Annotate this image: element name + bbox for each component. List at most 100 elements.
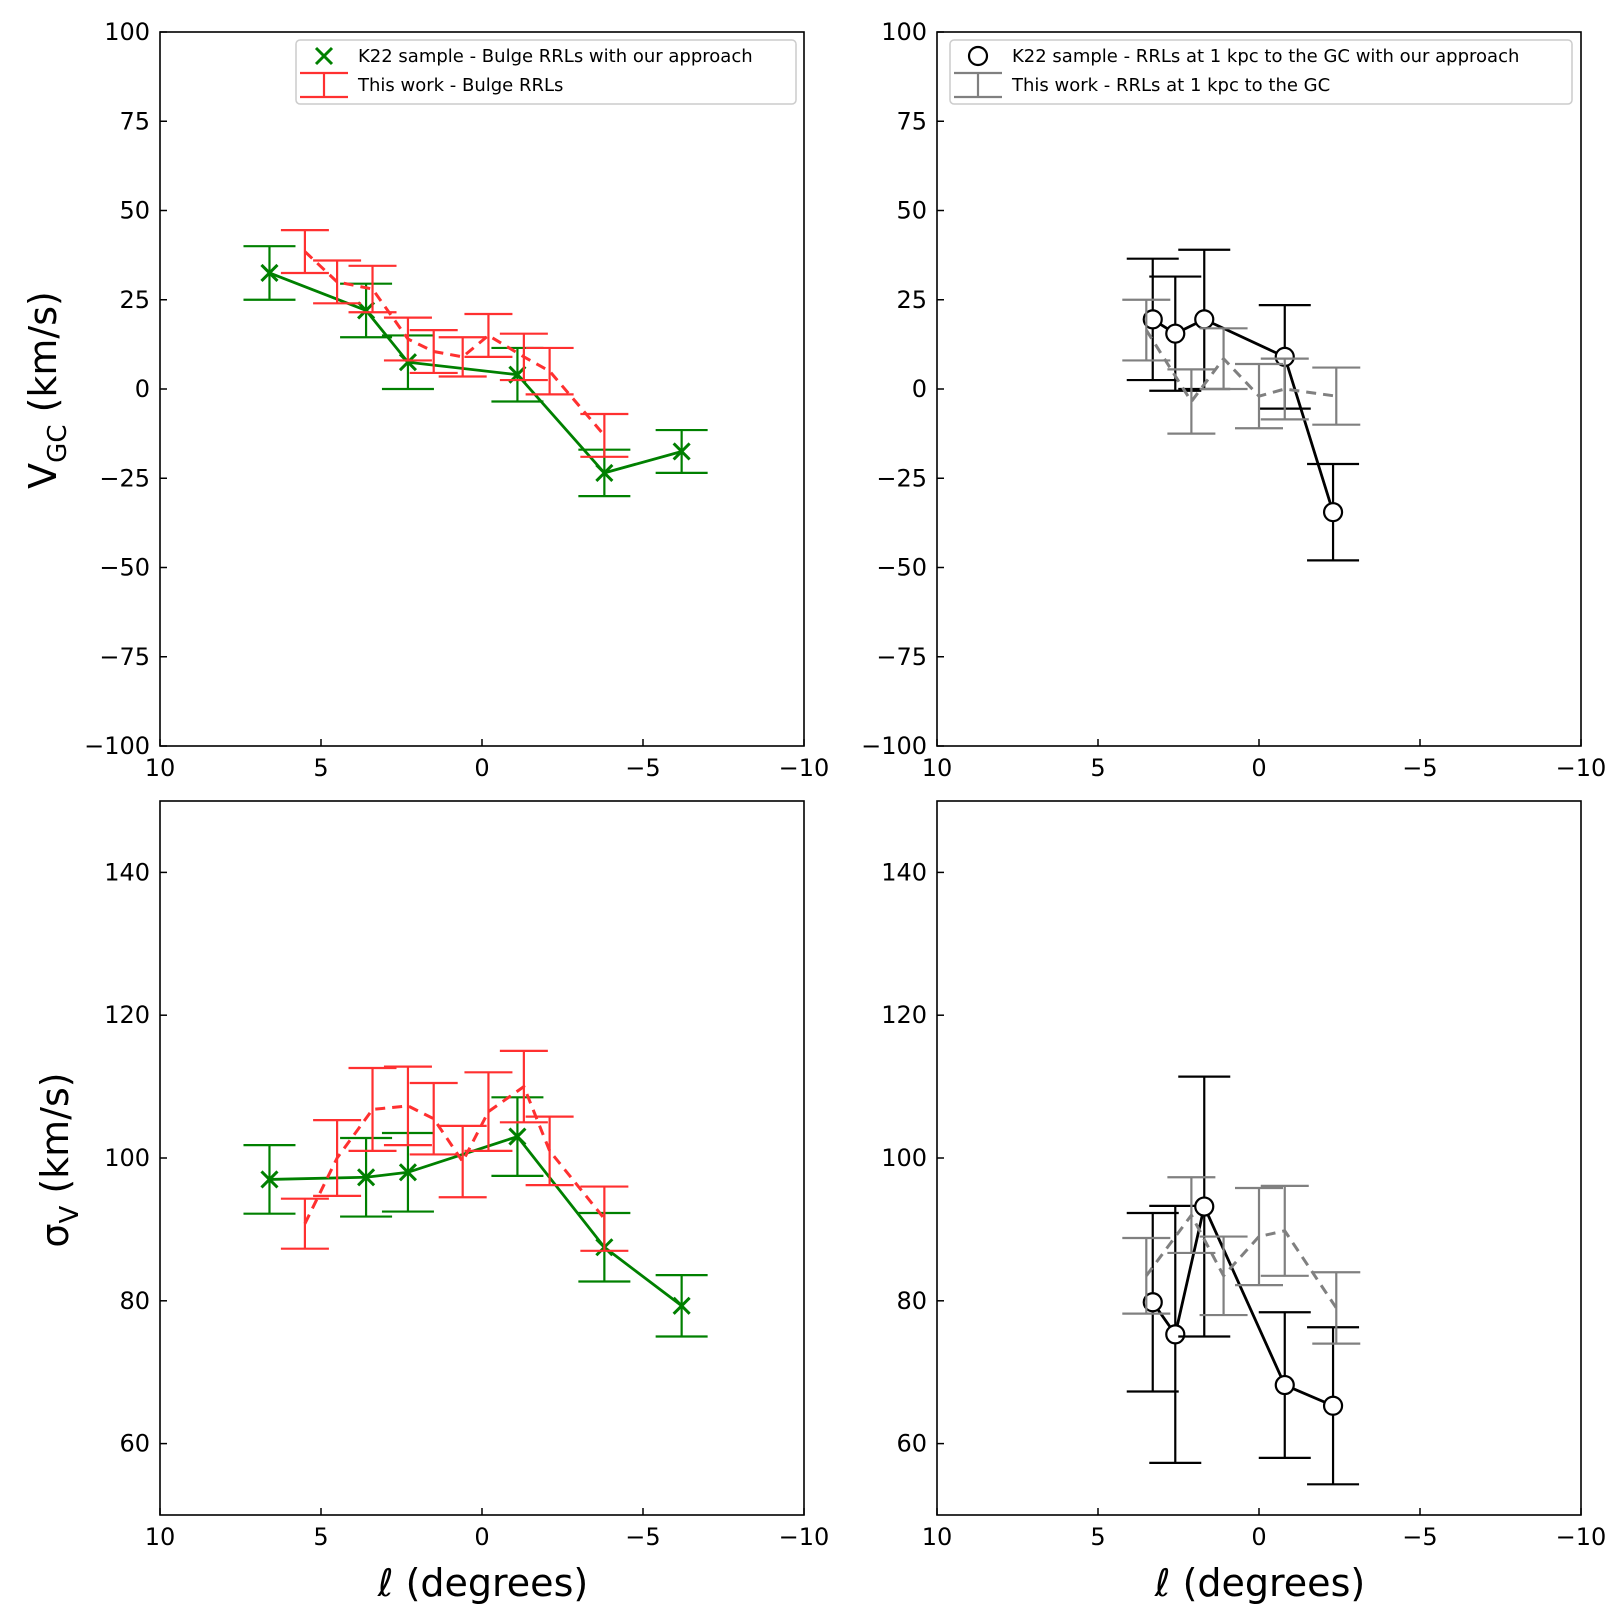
- y-tick-label: −100: [861, 732, 927, 760]
- x-tick-label: −10: [1556, 754, 1607, 782]
- data-point-b: [595, 463, 614, 482]
- y-label-bottom-main: σ: [33, 1224, 77, 1248]
- series-bottom-left-0: [243, 1096, 708, 1338]
- y-label-top-unit: (km/s): [21, 291, 65, 424]
- data-point-b: [357, 301, 376, 320]
- x-tick-label: 10: [145, 1523, 176, 1551]
- data-point-b: [672, 442, 691, 461]
- data-point-b: [260, 1170, 279, 1189]
- y-tick-label: 0: [912, 375, 927, 403]
- x-tick-label: −5: [1402, 754, 1437, 782]
- x-tick-label: −10: [779, 1523, 830, 1551]
- x-axis-label-left: ℓ (degrees): [377, 1561, 588, 1605]
- series-line: [303, 1084, 606, 1225]
- x-tick-label: 0: [1251, 754, 1266, 782]
- y-label-top-main: V: [21, 463, 65, 489]
- data-point: [1274, 1374, 1295, 1396]
- legend-box: [295, 39, 797, 105]
- y-tick-label: 120: [104, 1001, 150, 1029]
- series-bottom-right-1: [1122, 1176, 1361, 1345]
- y-tick-label: 25: [119, 286, 150, 314]
- data-point-b: [260, 263, 279, 283]
- series-line: [269, 1134, 683, 1307]
- x-tick-label: −5: [1402, 1523, 1437, 1551]
- series-bottom-left-1: [280, 1049, 629, 1252]
- y-axis-label-bottom: σV (km/s): [33, 1072, 85, 1247]
- legend-marker-b: [314, 46, 334, 66]
- series-line: [303, 250, 606, 437]
- y-tick-label: 75: [119, 107, 150, 135]
- y-tick-label: −25: [99, 464, 150, 492]
- x-tick-label: 10: [922, 754, 953, 782]
- data-point: [1322, 502, 1344, 523]
- data-point-b: [357, 1168, 376, 1187]
- series-top-right-0: [1126, 248, 1360, 562]
- y-tick-label: 50: [119, 197, 150, 225]
- legend-label: This work - RRLs at 1 kpc to the GC: [1011, 75, 1330, 96]
- series-bottom-right-0: [1126, 1075, 1360, 1486]
- y-tick-label: 100: [881, 18, 927, 46]
- y-tick-label: 50: [896, 197, 927, 225]
- x-tick-label: 0: [1251, 1523, 1266, 1551]
- plot-frame: [936, 31, 1582, 747]
- y-tick-label: 100: [881, 1144, 927, 1172]
- x-tick-label: 5: [313, 1523, 328, 1551]
- x-tick-label: 0: [474, 754, 489, 782]
- y-tick-label: 0: [135, 375, 150, 403]
- y-tick-label: −25: [876, 464, 927, 492]
- legend-top-right: K22 sample - RRLs at 1 kpc to the GC wit…: [949, 39, 1573, 105]
- y-tick-label: −75: [876, 643, 927, 671]
- legend-marker: [967, 45, 989, 67]
- legend-label: K22 sample - Bulge RRLs with our approac…: [358, 46, 753, 67]
- y-tick-label: 100: [104, 18, 150, 46]
- data-point: [1194, 309, 1215, 330]
- x-tick-label: −10: [1556, 1523, 1607, 1551]
- y-label-bottom-unit: (km/s): [33, 1072, 77, 1205]
- data-point: [1165, 323, 1186, 344]
- x-tick-label: 5: [1090, 754, 1105, 782]
- data-point: [1142, 309, 1163, 330]
- series-top-right-1: [1122, 298, 1361, 435]
- y-tick-label: 60: [896, 1430, 927, 1458]
- y-axis-label-top: VGC (km/s): [21, 291, 73, 489]
- x-tick-label: −5: [625, 1523, 660, 1551]
- x-tick-label: 5: [313, 754, 328, 782]
- series-line: [1151, 317, 1335, 513]
- legend-label: K22 sample - RRLs at 1 kpc to the GC wit…: [1012, 46, 1519, 67]
- y-tick-label: 120: [881, 1001, 927, 1029]
- y-label-bottom-sub: V: [55, 1206, 85, 1224]
- data-point-b: [508, 1127, 527, 1146]
- x-tick-label: 5: [1090, 1523, 1105, 1551]
- y-tick-label: −50: [99, 554, 150, 582]
- data-point-b: [398, 353, 418, 372]
- data-point-b: [398, 1163, 418, 1182]
- y-label-top-sub: GC: [43, 425, 73, 463]
- y-tick-label: 80: [119, 1287, 150, 1315]
- legend-box: [949, 39, 1573, 105]
- data-point: [1194, 1196, 1215, 1217]
- y-tick-label: −100: [84, 732, 150, 760]
- series-line: [1145, 1212, 1338, 1309]
- plot-frame: [936, 800, 1582, 1516]
- panel-bottom-left: 10 5 0 −5 −10 60 80 100 120 140: [104, 800, 830, 1551]
- x-axis-label-right: ℓ (degrees): [1154, 1561, 1365, 1605]
- data-point: [1165, 1324, 1186, 1345]
- data-point: [1322, 1395, 1344, 1416]
- y-tick-label: 140: [881, 858, 927, 886]
- x-tick-label: 10: [922, 1523, 953, 1551]
- series-top-left-1: [280, 229, 629, 458]
- x-tick-label: −10: [779, 754, 830, 782]
- y-tick-label: −75: [99, 643, 150, 671]
- x-tick-label: 10: [145, 754, 176, 782]
- legend-label: This work - Bulge RRLs: [357, 75, 563, 96]
- data-point: [1142, 1292, 1163, 1313]
- y-tick-label: 25: [896, 286, 927, 314]
- y-tick-label: 80: [896, 1287, 927, 1315]
- x-tick-label: 0: [474, 1523, 489, 1551]
- data-point-b: [672, 1296, 691, 1315]
- plot-frame: [159, 31, 805, 747]
